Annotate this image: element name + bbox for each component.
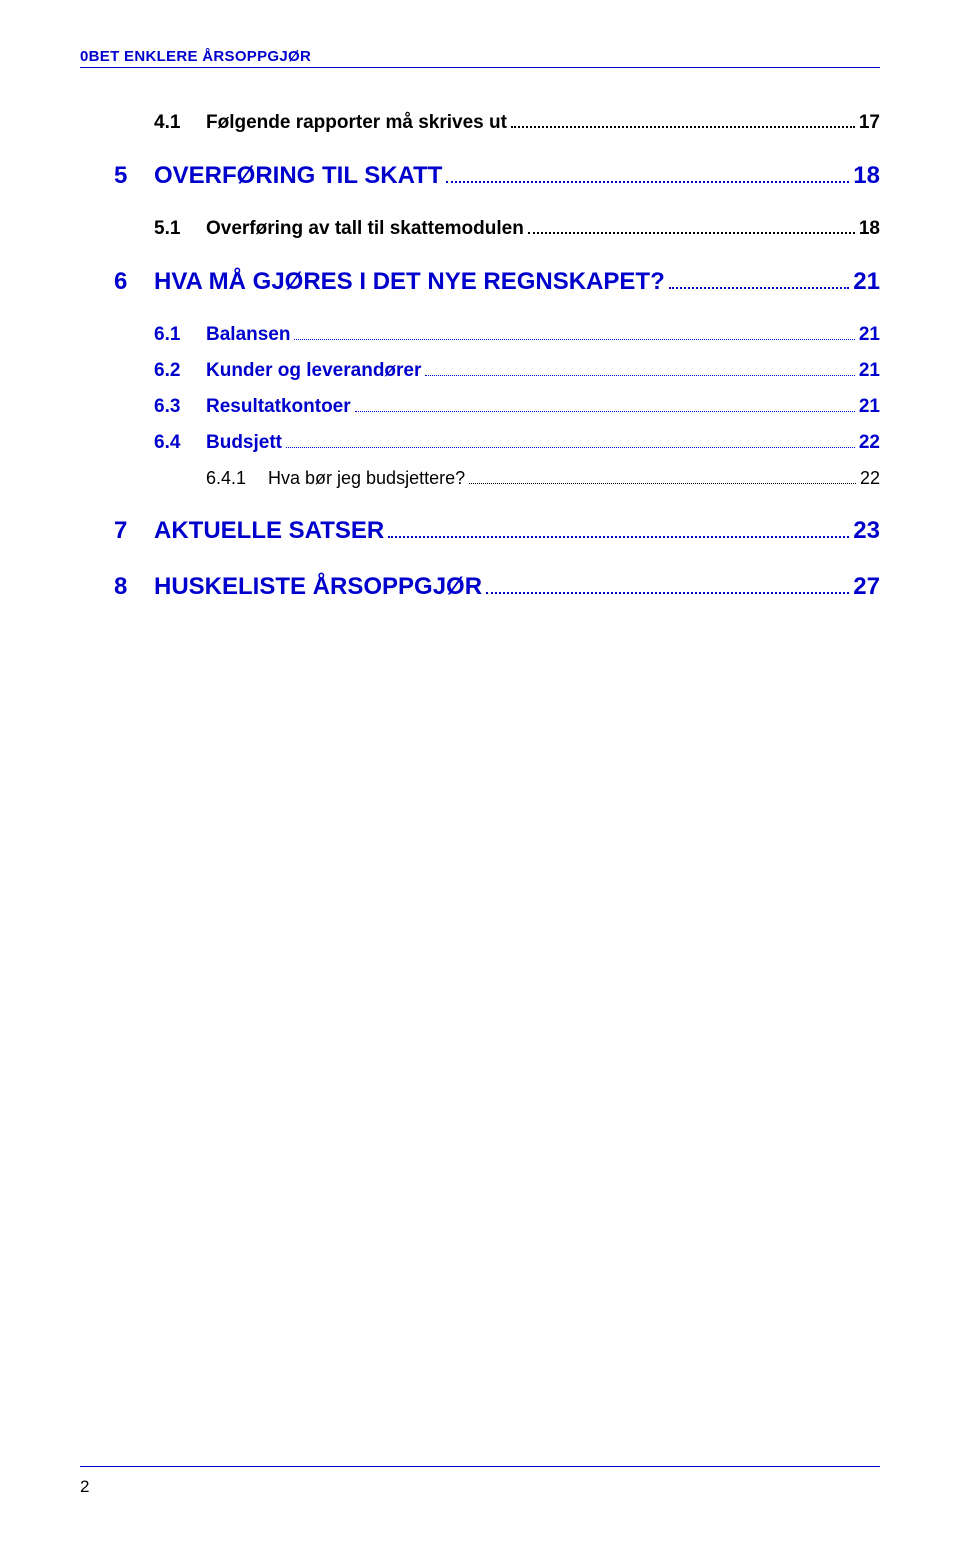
toc-label: 8HUSKELISTE ÅRSOPPGJØR (114, 573, 482, 601)
toc-num: 5 (114, 162, 154, 190)
toc-num: 6.2 (154, 360, 206, 382)
toc-page: 27 (853, 573, 880, 601)
toc-page: 22 (859, 432, 880, 454)
toc-page: 21 (859, 324, 880, 346)
footer-divider (80, 1466, 880, 1467)
toc-num: 4.1 (154, 112, 206, 134)
toc-leader-dots (355, 411, 855, 412)
toc-leader-dots (469, 483, 856, 484)
toc-title: OVERFØRING TIL SKATT (154, 162, 442, 189)
toc-leader-dots (425, 375, 854, 376)
toc-num: 6 (114, 268, 154, 296)
toc-num: 6.4 (154, 432, 206, 454)
toc-entry-6-3[interactable]: 6.3Resultatkontoer 21 (80, 396, 880, 418)
toc-page: 21 (859, 396, 880, 418)
page-header: 0BET ENKLERE ÅRSOPPGJØR (80, 48, 880, 65)
toc-label: 6HVA MÅ GJØRES I DET NYE REGNSKAPET? (114, 268, 665, 296)
toc-label: 6.3Resultatkontoer (154, 396, 351, 418)
toc-leader-dots (388, 536, 849, 538)
toc-page: 18 (853, 162, 880, 190)
toc-leader-dots (669, 287, 850, 289)
page-number: 2 (80, 1477, 89, 1497)
toc-title: Kunder og leverandører (206, 360, 421, 381)
toc-entry-6[interactable]: 6HVA MÅ GJØRES I DET NYE REGNSKAPET? 21 (80, 268, 880, 296)
toc-page: 17 (859, 112, 880, 134)
toc-entry-5-1[interactable]: 5.1Overføring av tall til skattemodulen … (80, 218, 880, 240)
toc-title: AKTUELLE SATSER (154, 517, 384, 544)
toc-label: 5OVERFØRING TIL SKATT (114, 162, 442, 190)
toc-label: 6.1Balansen (154, 324, 290, 346)
document-page: 0BET ENKLERE ÅRSOPPGJØR 4.1Følgende rapp… (0, 0, 960, 1547)
toc-label: 5.1Overføring av tall til skattemodulen (154, 218, 524, 240)
toc-page: 21 (859, 360, 880, 382)
toc-label: 6.2Kunder og leverandører (154, 360, 421, 382)
toc-page: 18 (859, 218, 880, 240)
toc-leader-dots (446, 181, 849, 183)
toc-label: 4.1Følgende rapporter må skrives ut (154, 112, 507, 134)
toc-title: Følgende rapporter må skrives ut (206, 112, 507, 133)
toc-title: HVA MÅ GJØRES I DET NYE REGNSKAPET? (154, 268, 665, 295)
toc-num: 6.4.1 (206, 468, 268, 489)
toc-page: 22 (860, 468, 880, 489)
toc-num: 6.1 (154, 324, 206, 346)
toc-page: 21 (853, 268, 880, 296)
toc-entry-6-4-1[interactable]: 6.4.1Hva bør jeg budsjettere? 22 (80, 468, 880, 489)
toc-leader-dots (486, 592, 849, 594)
toc-title: Hva bør jeg budsjettere? (268, 468, 465, 488)
toc-entry-7[interactable]: 7AKTUELLE SATSER 23 (80, 517, 880, 545)
toc-num: 7 (114, 517, 154, 545)
toc-page: 23 (853, 517, 880, 545)
toc-leader-dots (294, 339, 854, 340)
toc-label: 7AKTUELLE SATSER (114, 517, 384, 545)
toc-entry-5[interactable]: 5OVERFØRING TIL SKATT 18 (80, 162, 880, 190)
toc-entry-6-4[interactable]: 6.4Budsjett 22 (80, 432, 880, 454)
toc-label: 6.4.1Hva bør jeg budsjettere? (206, 468, 465, 489)
table-of-contents: 4.1Følgende rapporter må skrives ut 17 5… (80, 112, 880, 601)
toc-title: Overføring av tall til skattemodulen (206, 218, 524, 239)
toc-entry-8[interactable]: 8HUSKELISTE ÅRSOPPGJØR 27 (80, 573, 880, 601)
toc-entry-4-1[interactable]: 4.1Følgende rapporter må skrives ut 17 (80, 112, 880, 134)
toc-leader-dots (286, 447, 855, 448)
toc-entry-6-1[interactable]: 6.1Balansen 21 (80, 324, 880, 346)
toc-label: 6.4Budsjett (154, 432, 282, 454)
toc-title: Resultatkontoer (206, 396, 351, 417)
toc-num: 5.1 (154, 218, 206, 240)
toc-title: Budsjett (206, 432, 282, 453)
toc-leader-dots (528, 232, 855, 234)
toc-num: 6.3 (154, 396, 206, 418)
toc-title: HUSKELISTE ÅRSOPPGJØR (154, 573, 482, 600)
toc-entry-6-2[interactable]: 6.2Kunder og leverandører 21 (80, 360, 880, 382)
toc-title: Balansen (206, 324, 290, 345)
toc-num: 8 (114, 573, 154, 601)
header-divider (80, 67, 880, 68)
toc-leader-dots (511, 126, 855, 128)
